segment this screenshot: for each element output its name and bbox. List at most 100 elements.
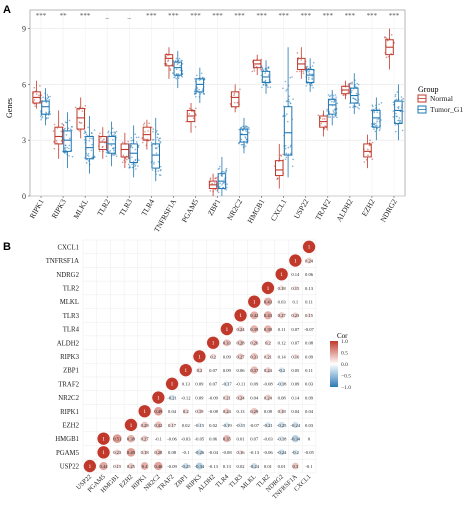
jitter-point	[356, 82, 358, 85]
row-label: EZH2	[62, 422, 79, 429]
correlation-value: 0.39	[250, 327, 259, 332]
jitter-point	[179, 69, 182, 71]
jitter-point	[284, 158, 287, 161]
jitter-point	[87, 126, 89, 129]
jitter-point	[311, 78, 314, 81]
jitter-point	[87, 152, 90, 155]
significance-label: ***	[212, 12, 223, 20]
correlation-circle	[278, 312, 285, 319]
correlation-circle	[302, 240, 316, 254]
jitter-point	[127, 140, 129, 143]
jitter-point	[308, 76, 310, 79]
correlation-value: 0.09	[250, 382, 259, 387]
box-normal	[142, 126, 152, 141]
x-tick-label: MLKL	[71, 197, 90, 220]
jitter-point	[291, 165, 294, 168]
jitter-point	[213, 182, 216, 184]
jitter-point	[262, 69, 265, 72]
jitter-point	[333, 101, 335, 103]
jitter-point	[334, 114, 336, 117]
jitter-point	[233, 92, 236, 95]
correlation-circle	[291, 462, 299, 470]
jitter-point	[152, 130, 154, 133]
correlation-circle	[251, 463, 258, 470]
correlation-value: 0.21	[223, 395, 232, 400]
jitter-point	[115, 155, 118, 158]
jitter-point	[131, 163, 133, 166]
correlation-value: 0.04	[168, 409, 177, 414]
jitter-point	[84, 135, 86, 138]
jitter-point	[264, 80, 266, 83]
jitter-point	[157, 133, 160, 136]
correlation-value: 0.07	[291, 327, 300, 332]
correlation-value: 0.06	[209, 436, 218, 441]
x-tick-label: TNFRSF1A	[152, 197, 178, 234]
jitter-point	[312, 86, 315, 89]
box-tumor_g1	[394, 100, 403, 124]
correlation-circle	[179, 363, 192, 377]
significance-label: ***	[234, 12, 245, 20]
significance-label: _	[104, 12, 109, 20]
correlation-value: 1	[253, 299, 256, 305]
x-tick-label: CXCL1	[269, 197, 289, 222]
jitter-point	[48, 98, 51, 101]
correlation-value: 0.07	[209, 368, 218, 373]
correlation-value: 0.07	[291, 341, 300, 346]
cor-legend: Cor 1.0 0.5 0.0 −0.5 −1.0	[330, 332, 351, 391]
jitter-point	[142, 124, 145, 126]
jitter-point	[67, 127, 70, 130]
correlation-value: 1	[225, 327, 228, 333]
jitter-point	[69, 128, 72, 131]
jitter-point	[144, 138, 146, 140]
x-tick-label: RIPK1	[28, 197, 46, 220]
jitter-point	[223, 178, 226, 180]
jitter-point	[79, 122, 81, 124]
correlation-value: 1	[198, 354, 201, 360]
correlation-circle	[237, 353, 244, 360]
jitter-point	[185, 120, 188, 123]
jitter-point	[41, 116, 44, 118]
correlation-value: 0.04	[305, 409, 314, 414]
jitter-point	[64, 121, 67, 123]
jitter-point	[336, 102, 339, 105]
jitter-point	[374, 130, 376, 133]
jitter-point	[300, 59, 303, 61]
jitter-point	[53, 147, 56, 150]
correlation-value: 0.09	[223, 368, 232, 373]
jitter-point	[131, 146, 134, 149]
correlation-value: 0.08	[168, 450, 177, 455]
correlation-circle	[195, 462, 204, 470]
jitter-point	[286, 120, 289, 123]
jitter-point	[386, 38, 389, 40]
row-label: TLR3	[63, 313, 80, 320]
correlation-circle	[193, 350, 206, 363]
significance-label: ***	[345, 12, 356, 20]
row-label: PGAM5	[56, 450, 80, 457]
jitter-point	[327, 116, 330, 118]
jitter-point	[332, 94, 335, 97]
jitter-point	[376, 111, 378, 113]
jitter-point	[191, 110, 193, 113]
correlation-value: 0.08	[264, 409, 273, 414]
jitter-point	[244, 136, 246, 138]
correlation-circle	[265, 339, 271, 346]
correlation-circle	[154, 421, 162, 429]
jitter-point	[284, 147, 287, 150]
jitter-point	[86, 154, 89, 157]
jitter-point	[153, 163, 155, 165]
jitter-point	[371, 141, 374, 144]
jitter-point	[134, 148, 137, 151]
jitter-point	[305, 85, 308, 87]
x-tick-label: NR2C2	[225, 197, 244, 222]
correlation-circle	[306, 312, 312, 318]
correlation-value: 0.27	[237, 354, 246, 359]
jitter-point	[286, 113, 288, 115]
jitter-point	[209, 177, 212, 179]
jitter-point	[46, 97, 49, 100]
correlation-value: -0.08	[222, 450, 232, 455]
jitter-point	[42, 96, 44, 98]
correlation-value: 0.01	[264, 464, 273, 469]
significance-label: ***	[300, 12, 311, 20]
jitter-point	[121, 161, 124, 164]
correlation-circle	[250, 407, 258, 415]
